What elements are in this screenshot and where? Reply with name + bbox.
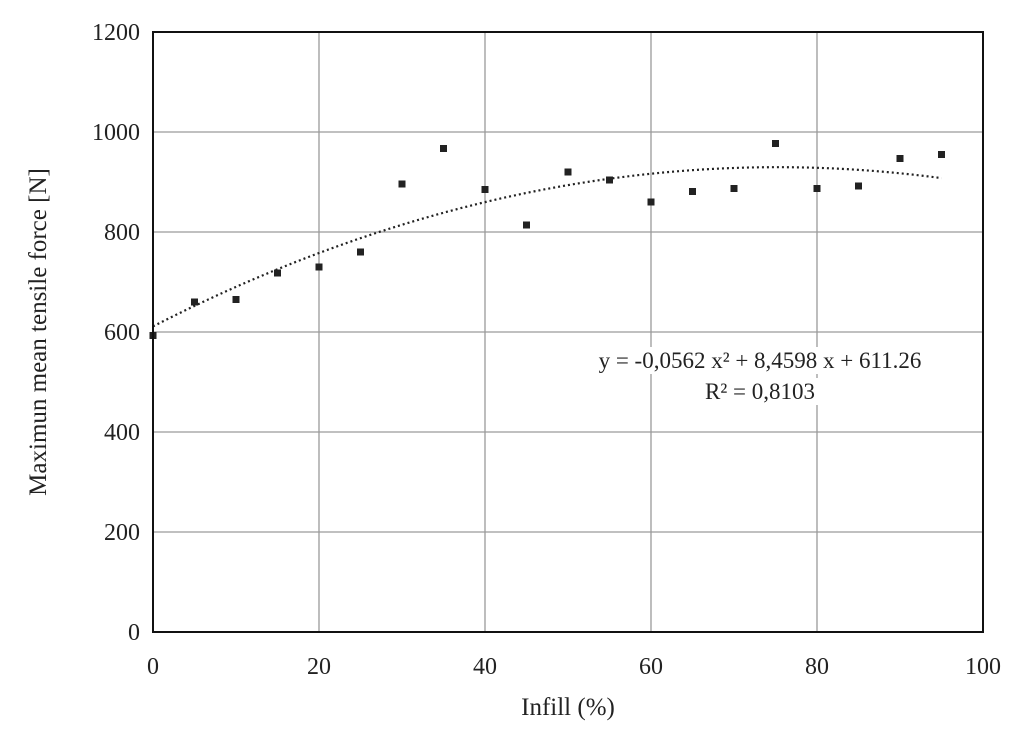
data-point [689,188,696,195]
data-point [315,263,323,271]
gridlines [152,31,984,633]
data-point [772,140,779,147]
x-axis-title: Infill (%) [521,694,615,721]
y-tick-label: 200 [104,520,140,546]
data-point [274,269,281,277]
trendline [152,166,942,328]
x-tick-label: 40 [473,654,497,680]
trendline-layer [152,166,942,328]
annotation-background [594,347,926,374]
trendline-equation: y = -0,0562 x² + 8,4598 x + 611.26 [599,348,922,373]
data-points [149,140,945,339]
data-point [896,155,904,162]
data-point [523,221,530,229]
data-point [730,185,738,192]
y-tick-label: 400 [104,420,140,446]
y-tick-label: 600 [104,320,140,346]
x-tick-label: 80 [805,654,829,680]
data-point [606,176,613,184]
data-point [855,182,862,190]
data-point [232,296,240,303]
y-tick-labels: 0 200 400 600 800 1000 1200 [92,20,140,646]
data-point [357,248,364,256]
data-point [191,298,198,306]
x-tick-label: 0 [147,654,159,680]
data-point [564,168,572,176]
data-point [938,151,945,158]
x-tick-label: 60 [639,654,663,680]
y-tick-label: 1200 [92,20,140,46]
plot-frame [152,31,984,633]
data-point [813,185,821,192]
x-tick-label: 20 [307,654,331,680]
data-point [440,145,447,152]
r-squared-label: R² = 0,8103 [705,379,815,404]
y-tick-label: 1000 [92,120,140,146]
x-tick-label: 100 [965,654,1001,680]
data-point [398,180,406,188]
x-tick-labels: 0 20 40 60 80 100 [147,654,1001,680]
data-point [481,186,489,193]
y-tick-label: 0 [128,620,140,646]
y-axis-title: Maximun mean tensile force [N] [25,168,52,496]
annotation-background [701,378,819,405]
y-tick-label: 800 [104,220,140,246]
data-point [647,198,655,206]
